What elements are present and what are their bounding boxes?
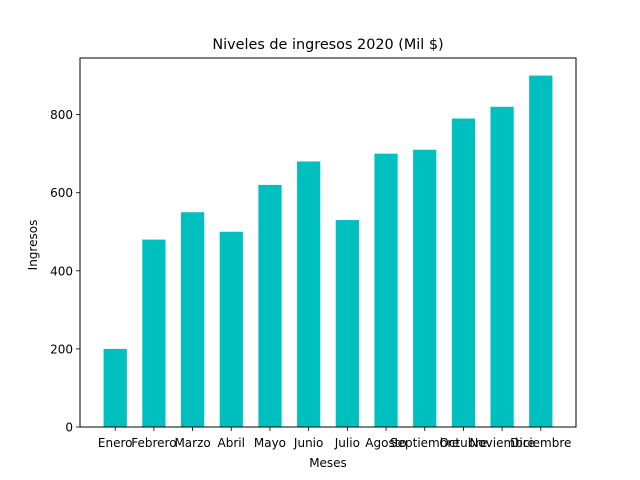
bar-marzo — [180, 212, 205, 427]
bar-septiembre — [413, 149, 437, 427]
y-axis-label: Ingresos — [26, 220, 40, 271]
bar-abril — [219, 231, 243, 427]
x-tick-label: Enero — [98, 436, 133, 450]
bar-junio — [297, 161, 321, 427]
y-tick-label: 600 — [50, 186, 73, 200]
bar-enero — [103, 348, 127, 427]
x-tick-label: Febrero — [131, 436, 176, 450]
y-axis-ticks: 0 200 400 600 800 — [50, 108, 80, 435]
y-tick-label: 0 — [65, 421, 73, 435]
bar-noviembre — [490, 106, 514, 428]
bars-group — [103, 75, 553, 428]
x-tick-label: Agosto — [365, 436, 406, 450]
x-tick-label: Diciembre — [510, 436, 571, 450]
axes-frame — [79, 57, 577, 428]
y-tick-label: 400 — [50, 264, 73, 278]
x-tick-label: Mayo — [254, 436, 286, 450]
bar-agosto — [374, 153, 398, 427]
y-tick-label: 200 — [50, 342, 73, 356]
bar-diciembre — [529, 75, 553, 428]
x-tick-label: Octubre — [439, 436, 487, 450]
x-tick-label: Marzo — [174, 436, 210, 450]
chart-title: Niveles de ingresos 2020 (Mil $) — [212, 37, 443, 53]
bar-octubre — [451, 118, 476, 428]
x-axis-label: Meses — [309, 456, 347, 470]
x-tick-label: Julio — [334, 436, 360, 450]
y-tick-label: 800 — [50, 108, 73, 122]
x-tick-label: Junio — [293, 436, 323, 450]
x-tick-label: Septiembre — [390, 436, 459, 450]
x-tick-label: Abril — [218, 436, 245, 450]
bar-febrero — [142, 239, 166, 427]
x-tick-label: Noviembre — [469, 436, 535, 450]
bar-julio — [335, 220, 359, 427]
bar-mayo — [258, 184, 282, 427]
